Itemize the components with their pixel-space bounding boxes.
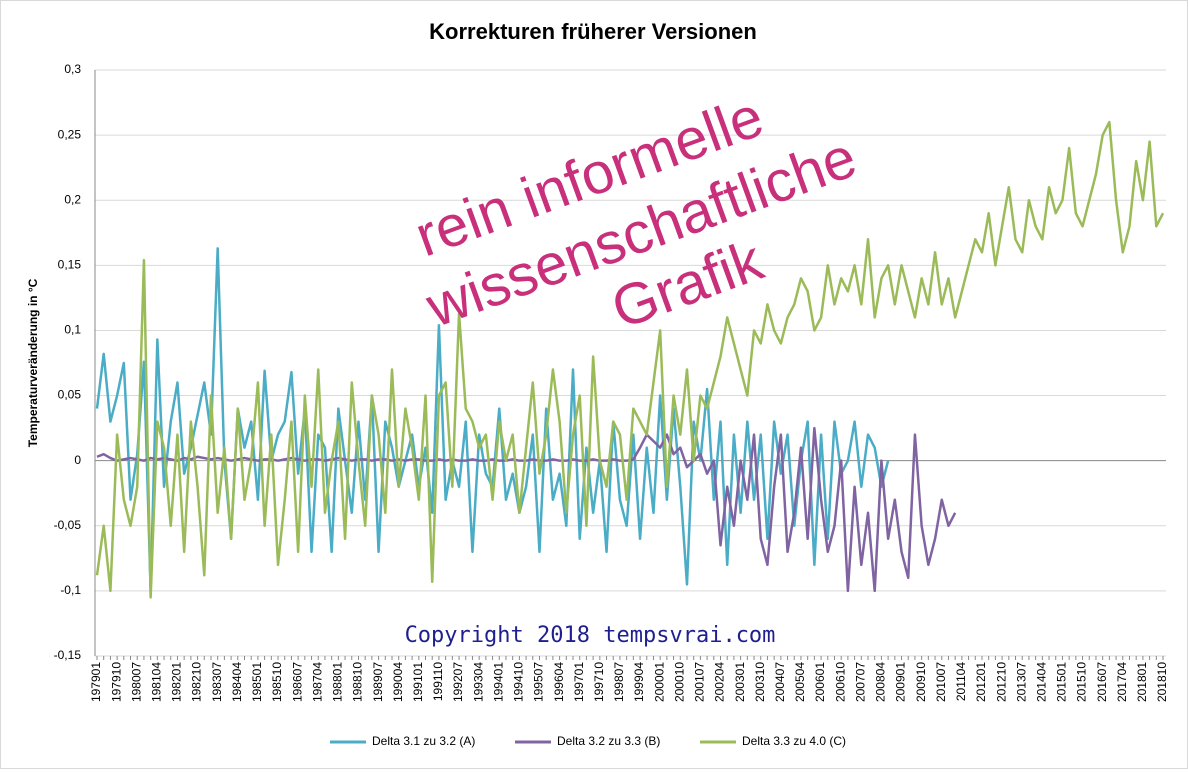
y-tick-label: 0,3	[64, 62, 81, 76]
x-tick-label: 199004	[391, 662, 405, 702]
plot-area: -0,15 -0,1 -0,05 0 0,05 0,1 0,15 0,2 0,25 0,3 1979…	[54, 62, 1170, 702]
x-tick-label: 200107	[693, 662, 707, 702]
x-tick-label: 200204	[713, 662, 727, 702]
x-tick-label: 198510	[270, 662, 284, 702]
x-tick-label: 201307	[1014, 662, 1028, 702]
y-tick-label: -0,1	[60, 583, 81, 597]
x-tick-label: 199110	[431, 662, 445, 701]
x-tick-label: 201501	[1055, 662, 1069, 702]
copyright: Copyright 2018 tempsvrai.com	[405, 623, 776, 648]
x-tick-label: 197901	[89, 662, 103, 702]
x-tick-label: 201607	[1095, 662, 1109, 702]
x-tick-label: 199101	[411, 662, 425, 702]
series-line	[96, 426, 957, 593]
x-tick-label: 200707	[853, 662, 867, 702]
x-tick-label: 198907	[371, 662, 385, 702]
x-tick-label: 200910	[914, 662, 928, 702]
x-tick-label: 201510	[1075, 662, 1089, 702]
legend-label: Delta 3.1 zu 3.2 (A)	[372, 734, 475, 748]
series-line	[95, 120, 1165, 599]
x-tick-label: 198104	[150, 662, 164, 702]
x-tick-label: 199710	[592, 662, 606, 702]
x-tick-label: 201210	[994, 662, 1008, 702]
x-tick-label: 200010	[672, 662, 686, 702]
x-tick-label: 201704	[1115, 662, 1129, 702]
x-tick-label: 198704	[310, 662, 324, 702]
x-tick-label: 199304	[471, 662, 485, 702]
x-tick-label: 198201	[170, 662, 184, 702]
chart-title: Korrekturen früherer Versionen	[429, 19, 757, 44]
x-tick-label: 200504	[793, 662, 807, 702]
x-tick-label: 199604	[552, 662, 566, 702]
x-tick-label: 199701	[572, 662, 586, 702]
y-tick-label: 0,25	[58, 127, 82, 141]
y-tick-label: 0,15	[58, 258, 82, 272]
x-tick-label: 201007	[934, 662, 948, 702]
x-tick-label: 200001	[652, 662, 666, 702]
x-tick-label: 197910	[109, 662, 123, 702]
x-tick-label: 200804	[874, 662, 888, 702]
x-tick-label: 199507	[532, 662, 546, 702]
y-tick-label: 0	[74, 453, 81, 467]
x-tick-label: 199410	[512, 662, 526, 702]
x-tick-label: 199904	[632, 662, 646, 702]
x-tick-label: 201201	[974, 662, 988, 702]
y-axis-label: Temperaturveränderung in °C	[26, 278, 40, 447]
x-tick-label: 200901	[894, 662, 908, 702]
x-tick-label: 199207	[451, 662, 465, 702]
x-tick-label: 200301	[733, 662, 747, 702]
x-tick-label: 198307	[210, 662, 224, 702]
x-tick-label: 198607	[290, 662, 304, 702]
x-tick-label: 198404	[230, 662, 244, 702]
y-tick-label: 0,1	[64, 323, 81, 337]
y-tick-label: 0,05	[58, 388, 82, 402]
x-tick-label: 199807	[612, 662, 626, 702]
x-tick-label: 198210	[190, 662, 204, 702]
y-tick-label: -0,05	[54, 518, 82, 532]
x-tick-label: 198810	[351, 662, 365, 702]
x-tick-label: 199401	[491, 662, 505, 702]
x-tick-label: 198501	[250, 662, 264, 702]
x-tick-label: 200407	[773, 662, 787, 702]
x-tick-label: 201104	[954, 662, 968, 701]
legend-label: Delta 3.3 zu 4.0 (C)	[742, 734, 846, 748]
x-tick-label: 198007	[129, 662, 143, 702]
x-tick-label: 201404	[1034, 662, 1048, 702]
x-tick-label: 201801	[1135, 662, 1149, 702]
x-tick-label: 201810	[1155, 662, 1169, 702]
x-tick-label: 200610	[833, 662, 847, 702]
legend-label: Delta 3.2 zu 3.3 (B)	[557, 734, 660, 748]
x-tick-label: 198801	[331, 662, 345, 702]
y-tick-label: 0,2	[64, 192, 81, 206]
x-tick-label: 200310	[753, 662, 767, 702]
x-tick-label: 200601	[813, 662, 827, 702]
y-tick-label: -0,15	[54, 648, 82, 662]
